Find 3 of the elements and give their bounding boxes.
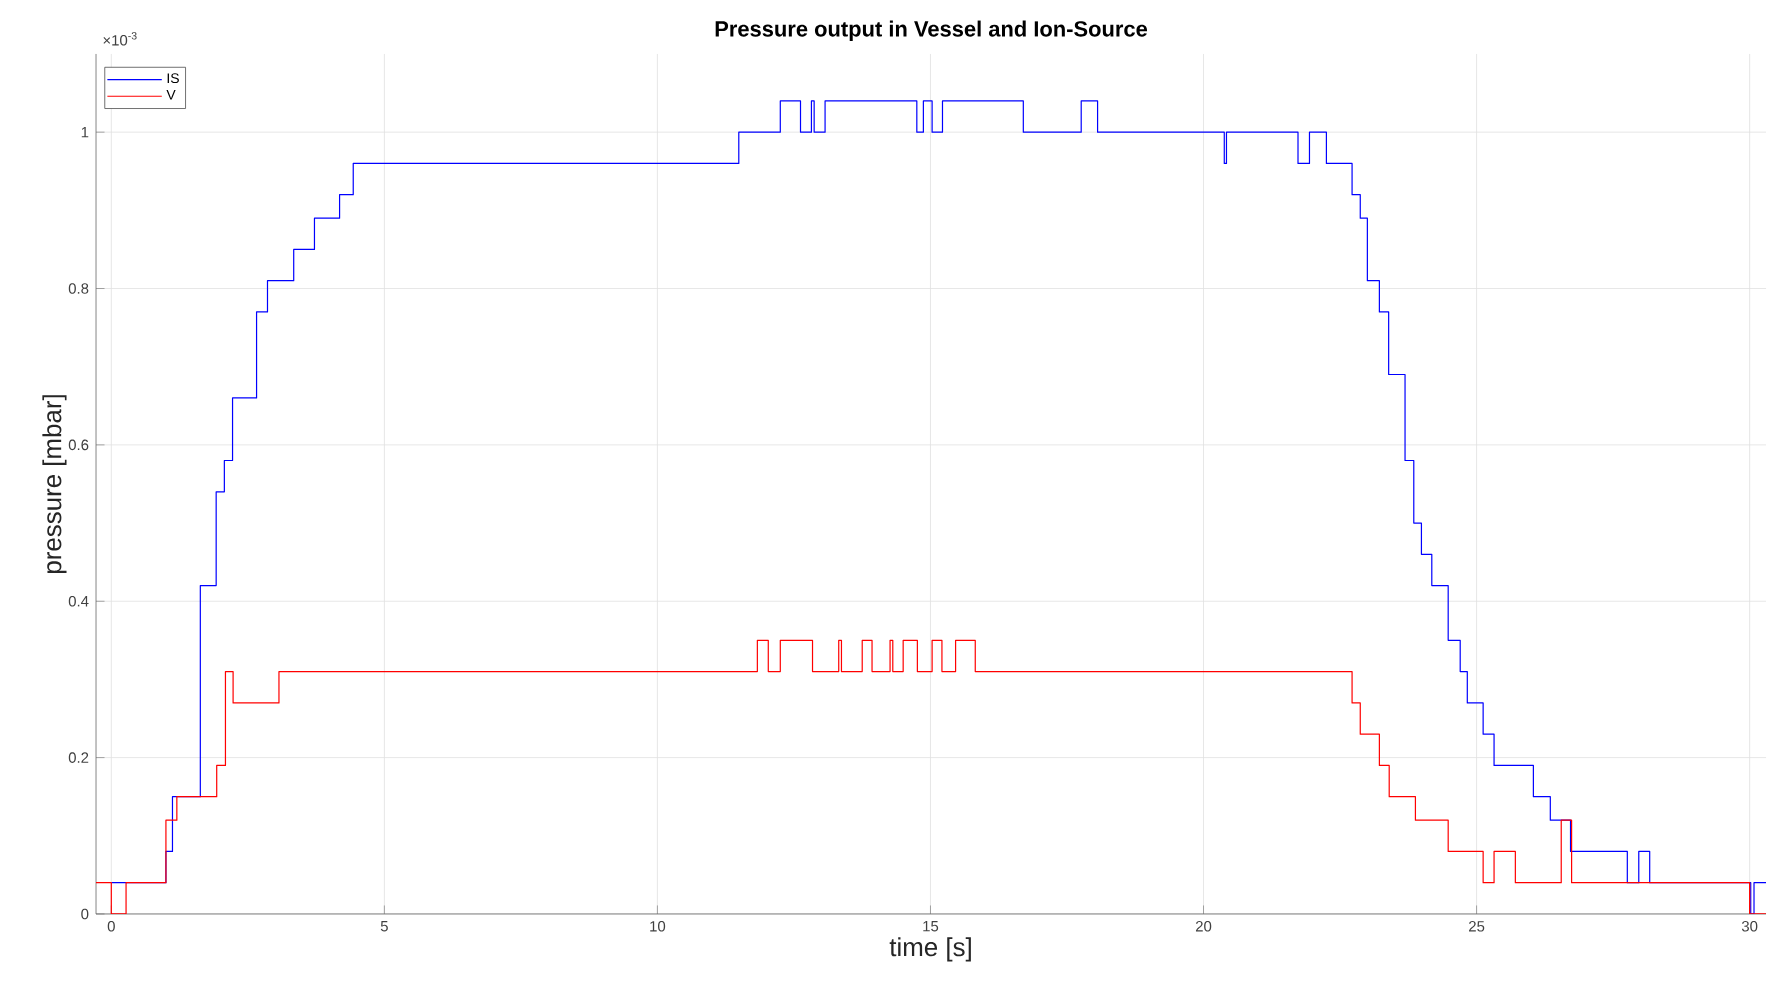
chart-title: Pressure output in Vessel and Ion-Source <box>715 20 1148 41</box>
x-axis-title: time [s] <box>889 937 971 962</box>
y-axis-title: pressure [mbar] <box>42 395 67 574</box>
